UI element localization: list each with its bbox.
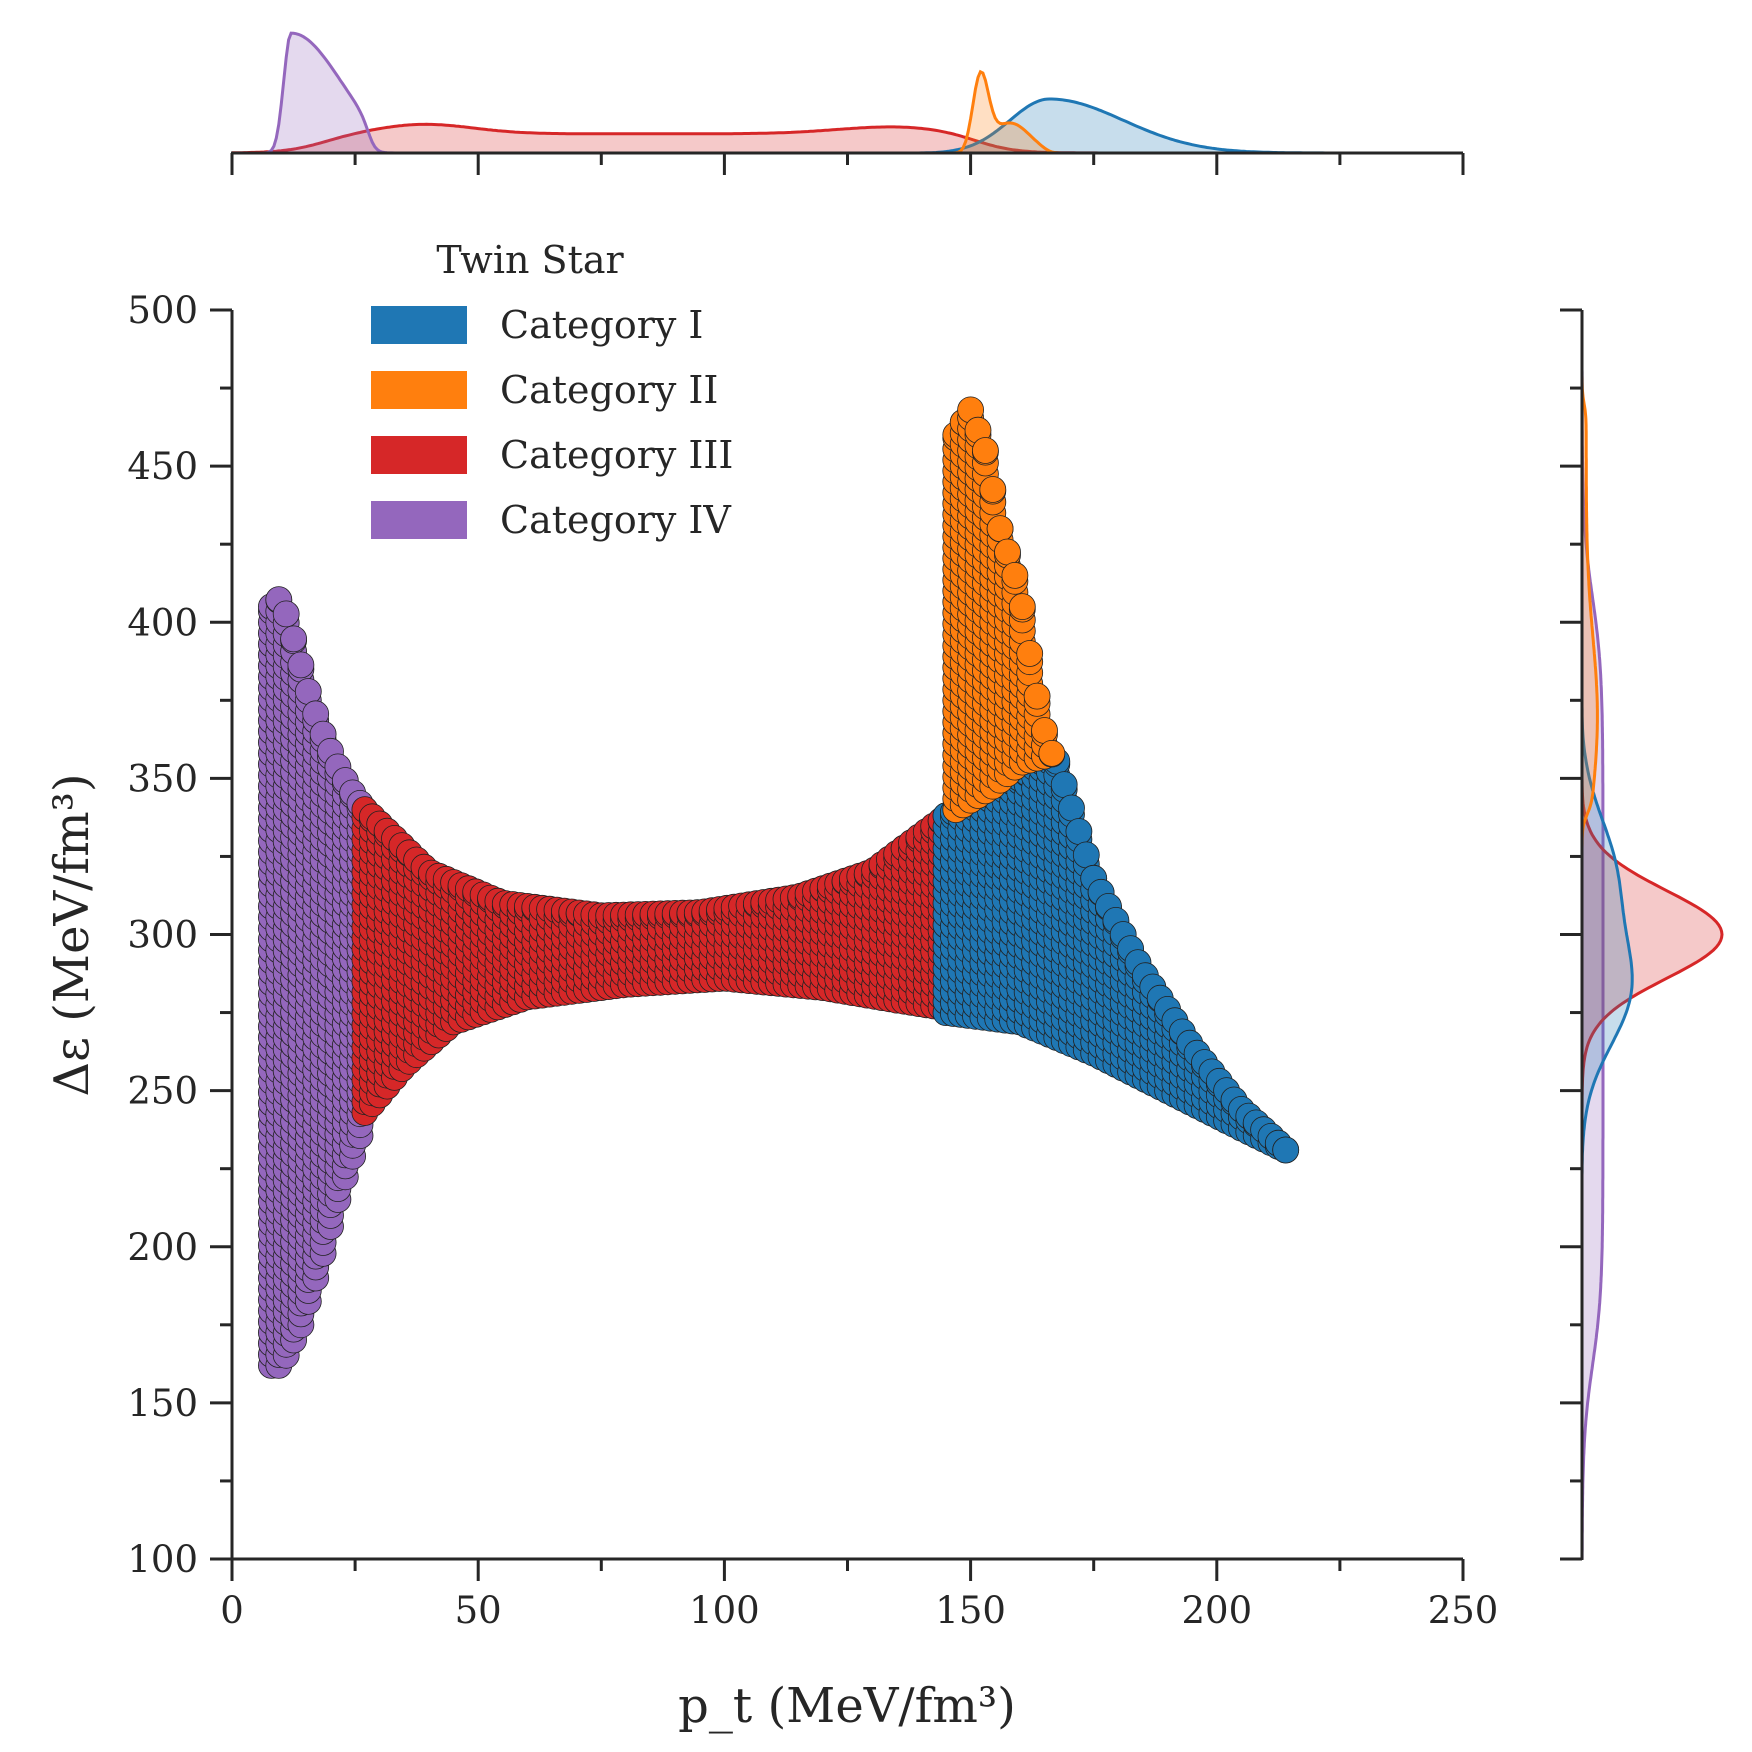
x-tick-label: 0 [220, 1589, 244, 1632]
x-tick-label: 100 [689, 1589, 760, 1632]
y-tick-label: 200 [127, 1226, 198, 1269]
right-density-fill [1583, 736, 1633, 1143]
scatter-point [1272, 1136, 1300, 1164]
right-marginal-density [1560, 308, 1724, 1561]
scatter-point [972, 437, 999, 464]
right-density-line [1583, 310, 1599, 1559]
right-marginal-ticks [1560, 308, 1582, 1561]
scatter-point [1016, 640, 1044, 667]
top-density-fill [232, 99, 1463, 153]
x-tick-label: 250 [1428, 1589, 1499, 1632]
y-tick-label: 100 [127, 1538, 198, 1581]
legend-label: Category III [500, 433, 733, 477]
series-category-i [932, 743, 1300, 1164]
top-density-fill [232, 124, 1463, 153]
top-density-fill [232, 33, 1463, 154]
top-density-curves [232, 31, 1463, 154]
y-tick-label: 350 [127, 757, 198, 800]
scatter-point [1038, 740, 1066, 767]
legend-swatch [371, 501, 467, 539]
right-density-curves [1583, 310, 1724, 1559]
y-tick-label: 150 [127, 1382, 198, 1425]
scatter-point [280, 625, 308, 653]
legend-swatch [371, 306, 467, 344]
x-axis-ticks: 0 50 100 150 200 250 [220, 1559, 1498, 1632]
legend-label: Category IV [500, 498, 731, 542]
scatter-point [1072, 841, 1100, 869]
scatter-point [986, 515, 1014, 542]
scatter-point [1050, 771, 1078, 798]
x-tick-label: 50 [455, 1589, 502, 1632]
legend-swatch [371, 436, 467, 474]
scatter-point [1058, 794, 1085, 822]
top-marginal-density [230, 31, 1465, 175]
scatter-point [287, 651, 315, 679]
y-tick-label: 300 [127, 914, 198, 957]
legend-swatch [371, 371, 467, 409]
right-density-line [1583, 310, 1605, 1559]
legend-title: Twin Star [436, 238, 624, 282]
series-category-iii [351, 796, 970, 1126]
series-category-iv [257, 586, 374, 1379]
right-density-line [1583, 310, 1724, 1559]
main-scatter-plot: 0 50 100 150 200 250 100 150 200 250 300 350 400 450… [127, 289, 1498, 1632]
y-tick-label: 400 [127, 601, 198, 644]
legend-label: Category II [500, 368, 718, 412]
scatter-point [272, 600, 300, 628]
y-tick-label: 500 [127, 289, 198, 332]
scatter-point [994, 538, 1021, 566]
scatter-point [1065, 818, 1093, 845]
top-marginal-ticks [230, 153, 1465, 175]
y-tick-label: 250 [127, 1070, 198, 1113]
scatter-point [979, 476, 1007, 503]
x-tick-label: 150 [935, 1589, 1006, 1632]
x-axis-label: p_t (MeV/fm³) [678, 1678, 1016, 1734]
x-tick-label: 200 [1181, 1589, 1252, 1632]
legend-label: Category I [500, 303, 703, 347]
right-density-line [1583, 310, 1634, 1559]
legend: Twin Star Category I Category II Category … [371, 238, 733, 542]
y-axis-ticks: 100 150 200 250 300 350 400 450 500 [127, 289, 232, 1581]
y-axis-label: Δε (MeV/fm³) [44, 773, 100, 1096]
scatter-point [1001, 562, 1029, 589]
y-tick-label: 450 [127, 445, 198, 488]
scatter-point [1023, 682, 1051, 710]
scatter-point [1031, 717, 1058, 744]
series-category-ii [942, 396, 1066, 823]
scatter-point [1008, 593, 1036, 620]
scatter-points [257, 396, 1300, 1379]
